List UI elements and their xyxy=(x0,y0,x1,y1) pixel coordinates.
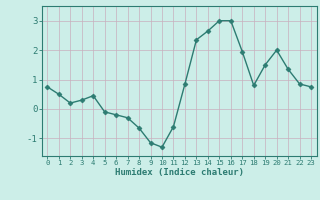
X-axis label: Humidex (Indice chaleur): Humidex (Indice chaleur) xyxy=(115,168,244,177)
